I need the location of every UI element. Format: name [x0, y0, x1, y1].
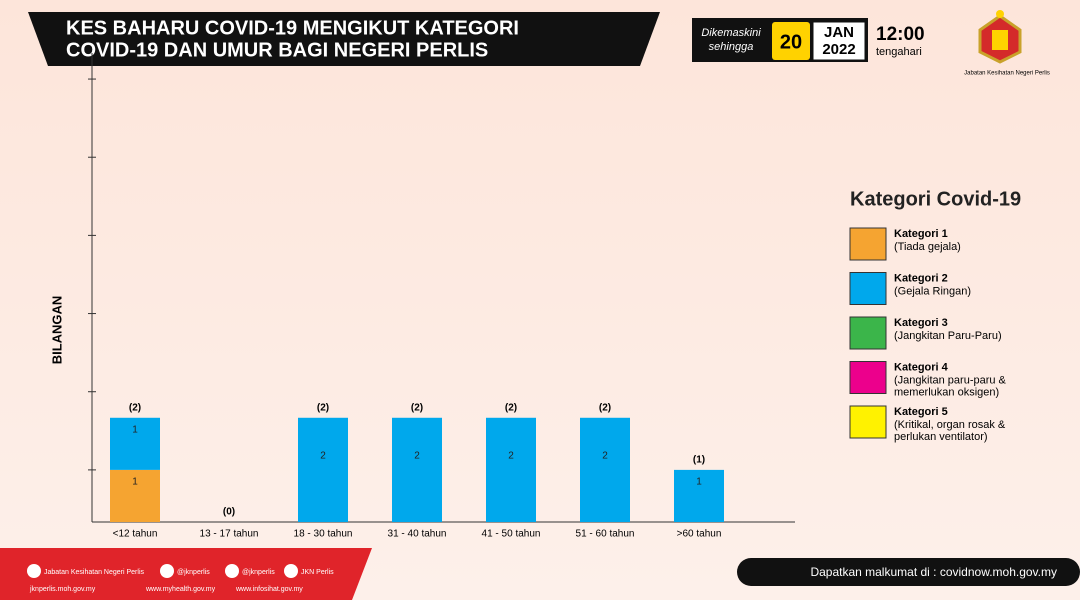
- social-handle: @jknperlis: [242, 569, 275, 576]
- bar-segment: [580, 417, 630, 522]
- info-pill: [737, 558, 1080, 586]
- bar-segment: [110, 417, 160, 470]
- social-icons: [27, 564, 298, 578]
- segment-label: 1: [696, 477, 702, 488]
- total-label: (2): [317, 402, 329, 413]
- y-axis-label: BILANGAN: [49, 296, 64, 365]
- x-tick-label: 51 - 60 tahun: [576, 529, 635, 540]
- legend-name: Kategori 4: [894, 361, 949, 373]
- title: COVID-19 DAN UMUR BAGI NEGERI PERLIS: [66, 39, 488, 61]
- total-label: (0): [223, 507, 235, 518]
- time-note: tengahari: [876, 46, 922, 58]
- x-tick-label: 31 - 40 tahun: [388, 529, 447, 540]
- segment-label: 1: [132, 477, 138, 488]
- agency: Jabatan Kesihatan Negeri Perlis: [964, 71, 1050, 77]
- legend-description: (Jangkitan Paru-Paru): [894, 330, 1002, 342]
- x-tick-label: 41 - 50 tahun: [482, 529, 541, 540]
- bar-segment: [298, 417, 348, 522]
- title-banner: [28, 12, 660, 66]
- legend-name: Kategori 1: [894, 228, 948, 240]
- legend-description: (Kritikal, organ rosak &: [894, 419, 1006, 431]
- legend-description: (Tiada gejala): [894, 241, 961, 253]
- total-label: (2): [411, 402, 423, 413]
- legend-description: memerlukan oksigen): [894, 386, 999, 398]
- legend-name: Kategori 2: [894, 272, 948, 284]
- legend-swatch: [849, 405, 887, 439]
- day: 20: [780, 31, 802, 53]
- month-box: [812, 21, 866, 61]
- total-label: (2): [505, 402, 517, 413]
- bar-segment: [486, 417, 536, 522]
- x-tick-label: <12 tahun: [113, 529, 158, 540]
- legend-swatch: [849, 316, 887, 350]
- x-tick-label: 13 - 17 tahun: [200, 529, 259, 540]
- legend-swatch: [849, 361, 887, 394]
- bar-segment: [674, 469, 724, 522]
- website: jknperlis.moh.gov.my: [29, 586, 96, 593]
- bar-segment: [110, 469, 160, 522]
- legend-description: (Jangkitan paru-paru &: [894, 374, 1007, 386]
- x-tick-label: 18 - 30 tahun: [294, 529, 353, 540]
- social-handle: @jknperlis: [177, 569, 210, 576]
- total-label: (1): [693, 455, 705, 466]
- logo: [978, 10, 1022, 64]
- website: www.infosihat.gov.my: [235, 586, 303, 593]
- updated-label: sehingga: [709, 41, 754, 53]
- legend-swatch: [849, 227, 887, 261]
- year: 2022: [822, 41, 855, 58]
- info: Dapatkan malkumat di : covidnow.moh.gov.…: [810, 565, 1057, 579]
- month: JAN: [824, 24, 854, 41]
- segment-label: 2: [508, 451, 514, 462]
- legend-swatch: [849, 272, 887, 305]
- bar-segment: [392, 417, 442, 522]
- time: 12:00: [876, 24, 925, 45]
- total-label: (2): [129, 402, 141, 413]
- segment-label: 2: [602, 451, 608, 462]
- segment-label: 2: [320, 451, 326, 462]
- legend-description: perlukan ventilator): [894, 431, 988, 443]
- social-handle: JKN Perlis: [301, 569, 334, 576]
- legend-description: (Gejala Ringan): [894, 285, 971, 297]
- legend-title: Kategori Covid-19: [850, 188, 1021, 210]
- x-tick-label: >60 tahun: [677, 529, 722, 540]
- legend-name: Kategori 3: [894, 317, 948, 329]
- website: www.myhealth.gov.my: [145, 586, 216, 593]
- segment-label: 1: [132, 424, 138, 435]
- day-box: [772, 22, 810, 60]
- updated-label: Dikemaskini: [701, 27, 761, 39]
- title: KES BAHARU COVID-19 MENGIKUT KATEGORI: [66, 17, 519, 39]
- total-label: (2): [599, 402, 611, 413]
- social-handle: Jabatan Kesihatan Negeri Perlis: [44, 569, 145, 576]
- legend-name: Kategori 5: [894, 406, 948, 418]
- segment-label: 2: [414, 451, 420, 462]
- footer-banner: [0, 548, 372, 600]
